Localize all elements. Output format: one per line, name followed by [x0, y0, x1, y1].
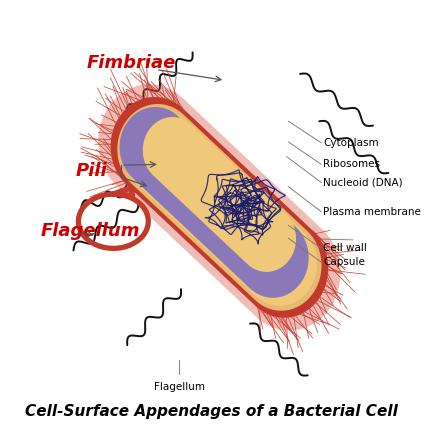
Text: Flagellum: Flagellum — [154, 382, 205, 392]
Text: Plasma membrane: Plasma membrane — [323, 206, 421, 217]
Text: Pili: Pili — [76, 162, 107, 180]
Polygon shape — [122, 109, 317, 306]
Text: Nucleoid (DNA): Nucleoid (DNA) — [323, 178, 403, 187]
Polygon shape — [98, 84, 340, 330]
Text: Ribosomes: Ribosomes — [323, 159, 380, 169]
Text: Cell wall: Cell wall — [323, 243, 367, 253]
Text: Cell-Surface Appendages of a Bacterial Cell: Cell-Surface Appendages of a Bacterial C… — [25, 404, 398, 419]
Polygon shape — [120, 107, 308, 298]
Polygon shape — [143, 117, 296, 272]
Polygon shape — [111, 97, 328, 318]
Text: Capsule: Capsule — [323, 257, 365, 267]
Text: Cytoplasm: Cytoplasm — [323, 138, 379, 148]
Text: Fimbriae: Fimbriae — [87, 54, 176, 72]
Polygon shape — [118, 104, 321, 311]
Text: Flagellum: Flagellum — [41, 222, 140, 240]
